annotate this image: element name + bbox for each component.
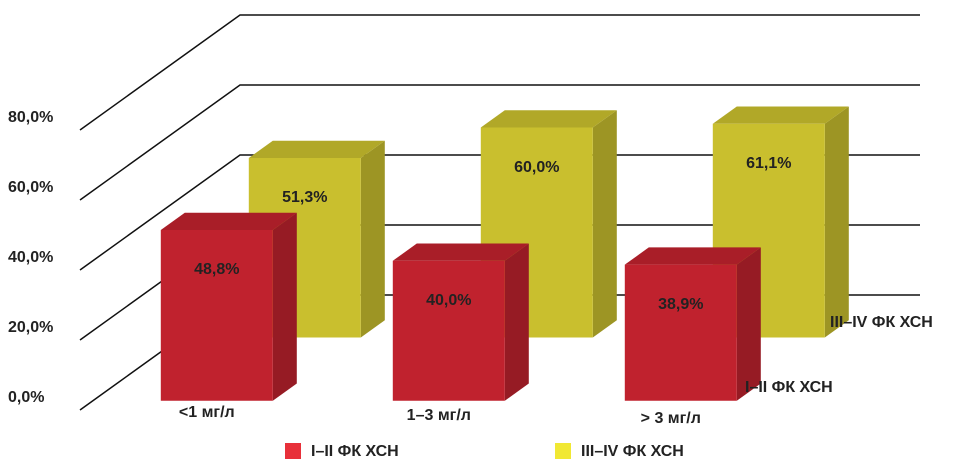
grid-line (79, 84, 920, 201)
x-tick-label: <1 мг/л (179, 404, 235, 421)
bar-front (160, 230, 273, 401)
grid-line (79, 154, 920, 271)
value-label: 61,1% (746, 155, 791, 172)
value-label: 40,0% (426, 292, 471, 309)
x-tick-label: > 3 мг/л (641, 410, 701, 427)
y-tick-label: 20,0% (8, 319, 53, 336)
value-label: 60,0% (514, 159, 559, 176)
y-tick-label: 60,0% (8, 179, 53, 196)
bar-side (592, 110, 617, 338)
grid-line (79, 14, 920, 131)
series-depth-label: I–II ФК ХСН (745, 379, 833, 396)
legend-swatch (555, 443, 571, 459)
bar-side (824, 106, 849, 338)
bar-top (160, 212, 297, 230)
bar (160, 212, 297, 401)
value-label: 51,3% (282, 189, 327, 206)
bar-top (392, 243, 529, 261)
bar-top (248, 140, 385, 158)
legend-swatch (285, 443, 301, 459)
bar (624, 247, 761, 401)
series-depth-label: III–IV ФК ХСН (830, 314, 933, 331)
legend-label: I–II ФК ХСН (311, 443, 399, 460)
bar-top (624, 247, 761, 265)
value-label: 48,8% (194, 261, 239, 278)
bar-side (272, 212, 297, 401)
bar (392, 243, 529, 401)
legend-label: III–IV ФК ХСН (581, 443, 684, 460)
y-tick-label: 0,0% (8, 389, 44, 406)
bar-front (624, 264, 737, 401)
bar-top (712, 106, 849, 124)
bar-front (392, 260, 505, 401)
bar-top (480, 110, 617, 128)
y-tick-label: 80,0% (8, 109, 53, 126)
y-tick-label: 40,0% (8, 249, 53, 266)
bar-side (360, 140, 385, 338)
value-label: 38,9% (658, 296, 703, 313)
bar-side (736, 247, 761, 401)
bar-side (504, 243, 529, 401)
x-tick-label: 1–3 мг/л (407, 407, 471, 424)
